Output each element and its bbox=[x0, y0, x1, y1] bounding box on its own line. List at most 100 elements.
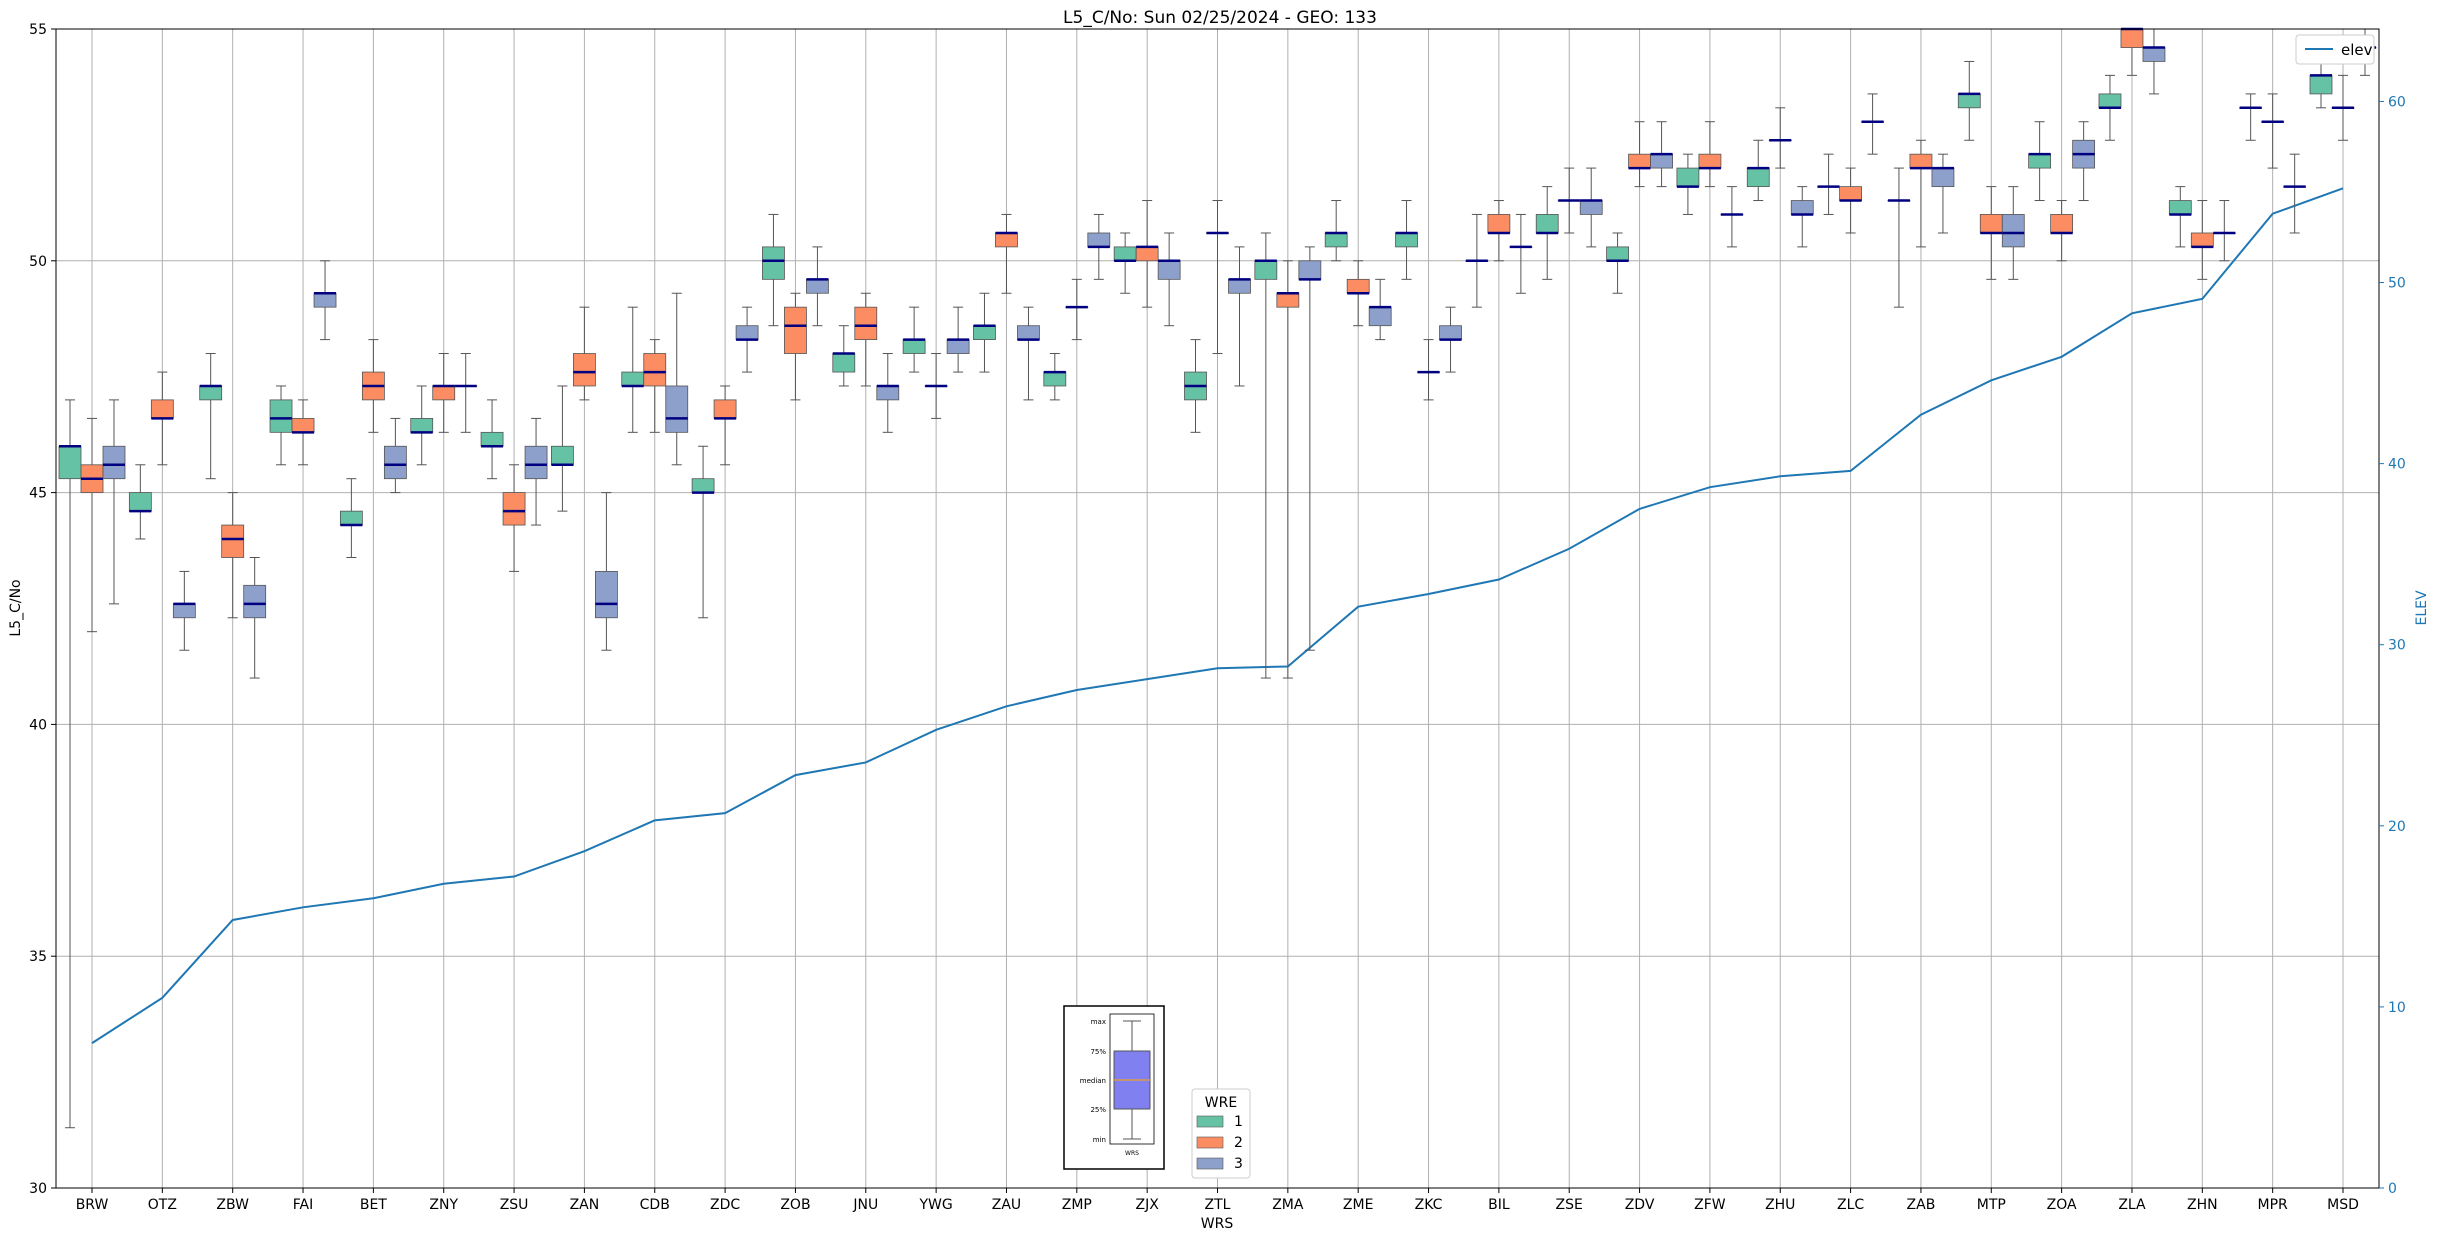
box-iqr bbox=[313, 292, 337, 308]
box-iqr bbox=[876, 385, 900, 401]
y-tick-label: 55 bbox=[29, 22, 47, 38]
box-iqr bbox=[946, 339, 970, 354]
box-iqr bbox=[573, 353, 596, 387]
inset-label-median: median bbox=[1080, 1077, 1106, 1085]
y-right-tick-label: 0 bbox=[2388, 1181, 2397, 1197]
box-group bbox=[80, 417, 104, 633]
box-group bbox=[573, 306, 596, 401]
y-tick-label: 45 bbox=[29, 486, 47, 502]
x-tick-label: ZOA bbox=[2047, 1197, 2077, 1213]
box-iqr bbox=[1439, 325, 1462, 341]
box-group bbox=[1228, 246, 1251, 387]
x-axis-label: WRS bbox=[1201, 1216, 1234, 1232]
box-group bbox=[876, 353, 900, 433]
box-series bbox=[58, 27, 2377, 1129]
y-right-tick-label: 20 bbox=[2388, 819, 2406, 835]
box-iqr bbox=[410, 418, 434, 433]
box-iqr bbox=[995, 232, 1018, 248]
box-iqr bbox=[502, 492, 526, 526]
inset-label-max: max bbox=[1091, 1018, 1106, 1026]
box-group bbox=[1206, 200, 1229, 355]
box-group bbox=[1395, 200, 1418, 280]
x-tick-label: ZME bbox=[1343, 1197, 1374, 1213]
inset-label-q3: 75% bbox=[1090, 1048, 1106, 1056]
box-iqr bbox=[221, 524, 245, 558]
box-group bbox=[643, 339, 667, 433]
box-group bbox=[172, 570, 196, 651]
x-tick-label: ZNY bbox=[429, 1197, 458, 1213]
box-group bbox=[1720, 186, 1744, 248]
wre-legend-label: 1 bbox=[1234, 1114, 1243, 1130]
wre-legend-items: 1 2 3 bbox=[1196, 1114, 1243, 1172]
box-group bbox=[339, 478, 363, 559]
box-iqr bbox=[2168, 200, 2192, 215]
box-group bbox=[221, 492, 245, 619]
box-group bbox=[102, 399, 126, 605]
box-iqr bbox=[762, 246, 785, 280]
box-iqr bbox=[2309, 74, 2333, 95]
box-iqr bbox=[713, 399, 737, 419]
box-iqr bbox=[2028, 153, 2052, 169]
y-tick-label: 30 bbox=[29, 1181, 47, 1197]
box-group bbox=[902, 306, 926, 373]
box-group bbox=[946, 306, 970, 373]
x-tick-label: ZDV bbox=[1625, 1197, 1655, 1213]
box-iqr bbox=[1324, 232, 1348, 248]
box-iqr bbox=[1368, 306, 1392, 327]
box-iqr bbox=[621, 371, 645, 387]
x-tick-label: ZLC bbox=[1837, 1197, 1864, 1213]
box-group bbox=[691, 445, 715, 619]
box-group bbox=[1465, 213, 1489, 308]
box-group bbox=[1698, 121, 1722, 188]
box-group bbox=[762, 213, 785, 327]
box-group bbox=[128, 464, 152, 540]
box-iqr bbox=[128, 492, 152, 512]
x-tick-label: ZHN bbox=[2187, 1197, 2218, 1213]
box-iqr bbox=[1698, 153, 1722, 169]
box-iqr bbox=[643, 353, 667, 387]
box-iqr bbox=[1395, 232, 1418, 248]
box-iqr bbox=[1579, 200, 1603, 215]
box-iqr bbox=[1276, 292, 1300, 308]
box-iqr bbox=[1979, 214, 2003, 234]
chart-title: L5_C/No: Sun 02/25/2024 - GEO: 133 bbox=[1063, 8, 1377, 28]
box-iqr bbox=[1746, 167, 1770, 188]
box-group bbox=[1324, 200, 1348, 262]
box-group bbox=[2028, 121, 2052, 202]
box-group bbox=[1017, 306, 1040, 401]
y-right-tick-label: 60 bbox=[2388, 94, 2406, 110]
box-iqr bbox=[2050, 214, 2074, 234]
box-iqr bbox=[150, 399, 174, 419]
x-tick-label: ZOB bbox=[780, 1197, 810, 1213]
x-tick-label: ZHU bbox=[1765, 1197, 1795, 1213]
box-group bbox=[784, 292, 807, 401]
box-iqr bbox=[595, 571, 618, 619]
box-iqr bbox=[1254, 260, 1278, 280]
box-group bbox=[1957, 60, 1981, 141]
box-iqr bbox=[1487, 214, 1511, 234]
box-iqr bbox=[784, 306, 807, 354]
box-group bbox=[432, 353, 456, 433]
box-iqr bbox=[2142, 47, 2166, 62]
wre-legend-title: WRE bbox=[1205, 1095, 1237, 1111]
y-right-tick-label: 10 bbox=[2388, 1000, 2406, 1016]
box-iqr bbox=[1135, 246, 1159, 262]
box-iqr bbox=[1346, 278, 1370, 294]
box-group bbox=[480, 399, 504, 480]
axes: 30 35 40 45 50 55 0 10 20 30 40 50 60 BRW OTZ ZBW FAI BET… bbox=[29, 22, 2406, 1213]
box-group bbox=[854, 292, 878, 387]
x-tick-label: BRW bbox=[76, 1197, 109, 1213]
box-group bbox=[1417, 339, 1440, 401]
box-iqr bbox=[199, 385, 223, 401]
box-group bbox=[2168, 186, 2192, 248]
box-group bbox=[1887, 167, 1911, 308]
box-group bbox=[924, 353, 948, 419]
x-tick-label: MPR bbox=[2258, 1197, 2289, 1213]
box-group bbox=[621, 306, 645, 433]
box-iqr bbox=[1957, 93, 1981, 109]
box-group bbox=[313, 260, 337, 341]
box-group bbox=[199, 353, 223, 480]
elev-legend-label: elev bbox=[2341, 41, 2373, 59]
y-tick-label: 50 bbox=[29, 254, 47, 270]
